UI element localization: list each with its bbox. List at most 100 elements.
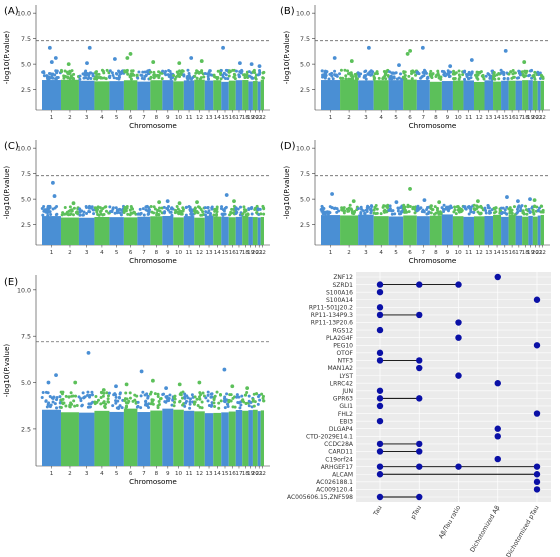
snp-point [511,68,515,72]
snp-point [360,207,364,211]
chromosome-band [515,80,523,110]
snp-point [209,211,213,215]
snp-point [228,213,232,217]
x-axis-label: Chromosome [409,256,457,265]
snp-point [122,208,126,212]
y-tick-label: 5.0 [21,380,31,387]
gene-label: GLI1 [339,403,353,410]
gene-label: CCDC28A [324,441,354,448]
snp-point [102,212,106,216]
peak-point [476,199,480,204]
snp-point [87,402,91,406]
category-label: Tau [372,504,384,517]
snp-point [536,209,540,213]
plot-background [356,272,551,502]
snp-point [200,71,204,75]
snp-point [138,207,142,211]
snp-point [45,208,49,212]
snp-point [524,204,528,208]
snp-point [467,73,471,77]
snp-point [407,210,411,214]
x-tick-label: 11 [185,471,193,477]
snp-point [108,69,112,73]
snp-point [369,204,373,208]
snp-point [114,393,118,397]
snp-point [99,402,103,406]
chromosome-band [321,80,341,110]
x-tick-label: 8 [434,250,438,256]
snp-point [148,77,152,81]
association-dot [455,319,462,326]
snp-point [187,72,191,76]
x-tick-label: 15 [501,250,509,256]
x-axis-label: Chromosome [129,121,177,130]
snp-point [364,69,368,73]
x-tick-label: 21 [256,115,264,121]
snp-point [106,394,110,398]
snp-point [70,69,74,73]
chromosome-band [204,80,214,110]
association-dot [416,395,423,402]
snp-point [233,405,237,409]
snp-point [510,208,514,212]
chromosome-band [78,217,95,245]
snp-point [165,394,169,398]
snp-point [206,206,210,210]
y-axis-label: -log10(P.value) [2,31,11,85]
x-tick-label: 13 [485,250,493,256]
snp-point [372,211,376,215]
snp-point [55,205,59,209]
snp-point [137,70,141,74]
snp-point [97,72,101,76]
snp-point [137,212,141,216]
snp-point [118,391,122,395]
snp-point [167,399,171,403]
x-tick-label: 4 [379,250,383,256]
x-tick-label: 9 [446,250,450,256]
association-dot [376,288,384,296]
manhattan-panel-b: (B)2.55.07.510.0-log10(P.value)1 2 3 4 5 6 7 8 9… [280,5,550,130]
snp-point [63,69,67,73]
snp-point [152,205,156,209]
manhattan-panel-a: (A)2.55.07.510.0-log10(P.value)1 2 3 4 5 6 7 8 9… [2,5,270,130]
snp-point [49,212,53,216]
snp-point [117,406,121,410]
x-axis-label: Chromosome [409,121,457,130]
snp-point [61,390,65,394]
snp-point [117,396,121,400]
snp-point [88,210,92,214]
snp-point [442,203,446,207]
snp-point [183,392,187,396]
snp-point [363,74,367,78]
x-tick-label: 1 [329,115,333,121]
snp-point [333,206,337,210]
snp-point [157,400,161,404]
chromosome-band [221,216,229,245]
snp-point [94,394,98,398]
snp-point [261,71,265,75]
x-tick-label: 8 [434,115,438,121]
snp-point [256,395,260,399]
manhattan-panel-c: (C)2.55.07.510.0-log10(P.value)1 2 3 4 5 6 7 8 9… [2,140,270,265]
x-tick-label: 6 [129,250,133,256]
association-dot [494,380,501,387]
snp-point [381,76,385,80]
snp-point [350,208,354,212]
association-dot [376,471,384,478]
snp-point [67,213,71,217]
snp-point [178,72,182,76]
panel-label: (D) [280,141,296,152]
chromosome-band [123,408,138,466]
peak-point [257,64,262,69]
x-tick-label: 19 [527,250,535,256]
snp-point [457,69,461,73]
peak-point [124,382,129,387]
peak-point [112,57,117,61]
snp-point [68,403,72,407]
chromosome-band [501,80,509,110]
chromosome-band [508,80,516,110]
snp-point [387,70,391,74]
snp-point [130,69,134,73]
snp-point [322,211,326,215]
snp-point [435,206,439,210]
